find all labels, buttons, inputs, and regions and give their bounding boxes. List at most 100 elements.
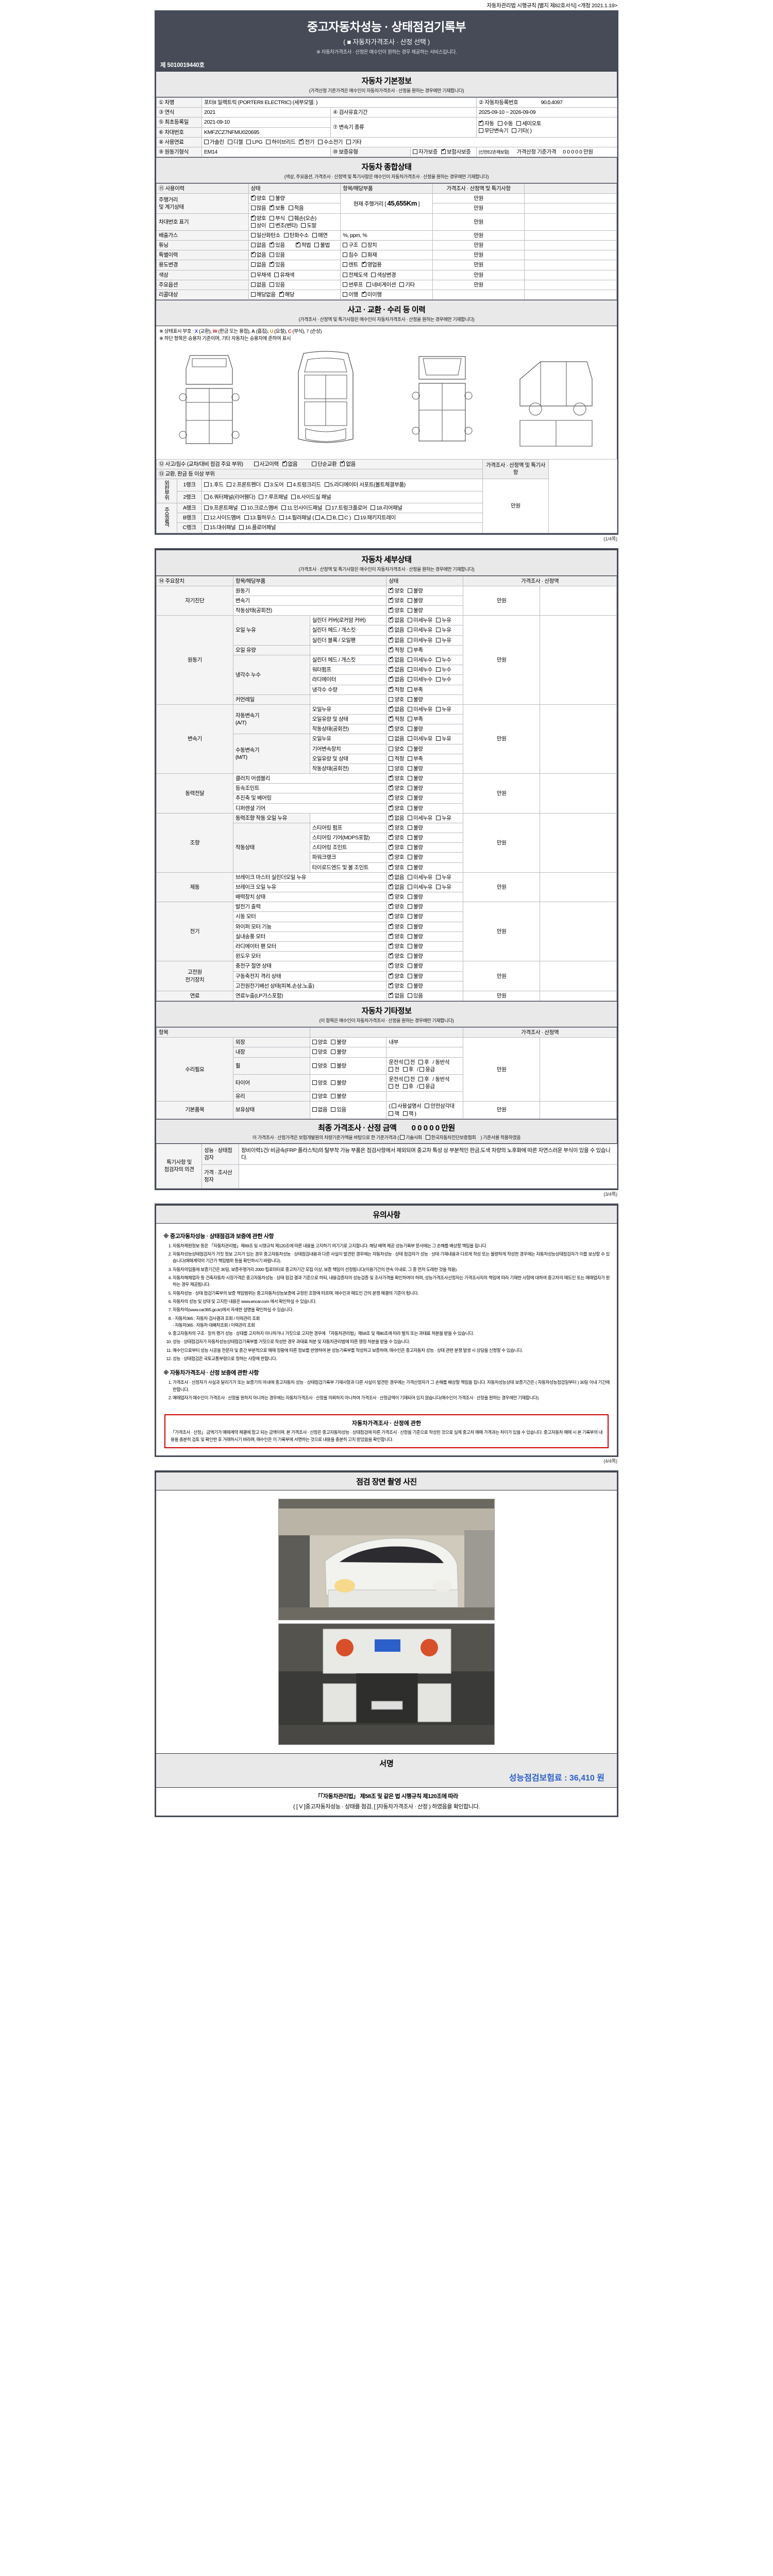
checkbox-icon[interactable] — [389, 804, 394, 810]
fuel-option[interactable]: 기타 — [346, 139, 362, 146]
rank-item[interactable]: 17.트렁크플로어 — [326, 504, 367, 512]
state-option[interactable]: 있음 — [270, 261, 285, 268]
checkbox-icon[interactable] — [241, 505, 246, 511]
checkbox-icon[interactable] — [315, 515, 320, 520]
checkbox-icon[interactable] — [400, 1134, 405, 1140]
checkbox-icon[interactable] — [408, 934, 413, 939]
checkbox-icon[interactable] — [389, 1111, 394, 1116]
state-option[interactable]: 해당없음 — [250, 291, 276, 298]
device-state[interactable]: 양호 불량 — [386, 961, 464, 972]
checkbox-icon[interactable] — [254, 461, 259, 466]
checkbox-icon[interactable] — [361, 243, 366, 248]
etc-position[interactable]: 내부 — [386, 1037, 464, 1048]
checkbox-icon[interactable] — [389, 853, 394, 860]
state-option[interactable]: 불량 — [331, 1048, 346, 1056]
checkbox-icon[interactable] — [389, 1084, 394, 1089]
overall-item-cell[interactable]: 전체도색 색상변경 — [340, 269, 433, 280]
position-option[interactable]: 후 — [402, 1066, 413, 1073]
state-option[interactable]: 불량 — [408, 893, 423, 901]
checkbox-icon[interactable] — [408, 993, 413, 998]
fuel-option[interactable]: 전기 — [299, 138, 314, 146]
checkbox-icon[interactable] — [239, 525, 244, 530]
checkbox-icon[interactable] — [204, 525, 209, 530]
checkbox-icon[interactable] — [479, 120, 484, 126]
state-option[interactable]: 무채색 — [250, 272, 271, 279]
checkbox-icon[interactable] — [404, 1076, 409, 1081]
checkbox-icon[interactable] — [244, 515, 249, 520]
state-option[interactable]: 양호 — [389, 745, 404, 753]
checkbox-icon[interactable] — [312, 1094, 317, 1099]
state-option[interactable]: 부족 — [408, 686, 423, 693]
checkbox-icon[interactable] — [408, 637, 413, 642]
checkbox-icon[interactable] — [402, 1111, 408, 1116]
checkbox-icon[interactable] — [389, 725, 394, 732]
checkbox-icon[interactable] — [389, 883, 394, 889]
checkbox-icon[interactable] — [389, 962, 394, 969]
checkbox-icon[interactable] — [204, 139, 209, 144]
device-state[interactable]: 양호 불량 — [386, 931, 464, 942]
rank-item[interactable]: 12.사이드멤버 — [204, 514, 241, 521]
state-option[interactable]: 없음 — [389, 992, 404, 999]
state-option[interactable]: 없음 — [389, 636, 404, 644]
overall-state-cell[interactable]: 없음 있음 — [248, 250, 341, 261]
checkbox-icon[interactable] — [287, 482, 292, 487]
state-option[interactable]: 적정 — [389, 715, 404, 723]
checkbox-icon[interactable] — [408, 726, 413, 732]
checkbox-icon[interactable] — [339, 515, 343, 520]
device-remark[interactable] — [540, 773, 617, 814]
state-option[interactable]: 불량 — [408, 933, 423, 940]
checkbox-icon[interactable] — [250, 243, 256, 248]
state-option[interactable]: 없음 — [389, 656, 404, 664]
checkbox-icon[interactable] — [436, 628, 441, 633]
state-option[interactable]: 불량 — [408, 982, 423, 990]
overall-state-cell[interactable]: 무채색 유채색 — [248, 269, 341, 280]
state-option[interactable]: 양호 — [312, 1093, 328, 1100]
checkbox-icon[interactable] — [389, 952, 394, 959]
checkbox-icon[interactable] — [389, 766, 394, 771]
state-option[interactable]: 부족 — [408, 755, 423, 762]
checkbox-icon[interactable] — [389, 597, 394, 603]
overall-item-cell[interactable]: 구조 장치 — [340, 240, 433, 251]
position-option[interactable]: 잭 ) — [402, 1110, 416, 1117]
checkbox-icon[interactable] — [436, 657, 441, 662]
device-state[interactable]: 양호 불량 — [386, 694, 464, 705]
state-option[interactable]: 불량 — [270, 195, 285, 202]
part-option[interactable]: 렌트 — [343, 261, 358, 268]
device-state[interactable]: 적정 부족 — [386, 684, 464, 695]
device-state[interactable]: 양호 불량 — [386, 833, 464, 843]
device-state[interactable]: 양호 불량 — [386, 724, 464, 735]
device-state[interactable]: 없음 미세누수 누수 — [386, 674, 464, 685]
checkbox-icon[interactable] — [408, 766, 413, 771]
state-option[interactable]: 불량 — [331, 1093, 346, 1100]
state-option[interactable]: 미세누유 — [408, 874, 432, 881]
state-option[interactable]: 불량 — [408, 903, 423, 910]
state-option[interactable]: 양호 — [389, 774, 404, 782]
device-state[interactable]: 양호 불량 — [386, 763, 464, 774]
checkbox-icon[interactable] — [404, 1059, 409, 1064]
overall-remark[interactable] — [524, 260, 617, 270]
state-option[interactable]: 불량 — [408, 597, 423, 604]
position-option[interactable]: 전 — [389, 1066, 399, 1073]
state-option[interactable]: 양호 — [389, 824, 404, 832]
fuel-option[interactable]: 디젤 — [227, 139, 243, 146]
checkbox-icon[interactable] — [288, 215, 293, 221]
state-option[interactable]: 미세누수 — [408, 676, 432, 683]
checkbox-icon[interactable] — [279, 515, 284, 520]
checkbox-icon[interactable] — [408, 924, 413, 929]
state-option[interactable]: 적음 — [288, 205, 304, 212]
rank-a-items[interactable]: 9.프론트패널 10.크로스멤버 11.인사이드패널 17.트렁크플로어 18.리어패널 — [201, 503, 483, 514]
checkbox-icon[interactable] — [389, 746, 394, 751]
state-option[interactable]: 누유 — [436, 626, 451, 634]
checkbox-icon[interactable] — [436, 677, 441, 682]
state-option[interactable]: 불량 — [331, 1039, 346, 1046]
overall-state-cell[interactable]: 없음 있음 — [248, 260, 341, 270]
checkbox-icon[interactable] — [250, 282, 256, 287]
part-option[interactable]: 썬루프 — [343, 281, 363, 289]
checkbox-icon[interactable] — [326, 505, 331, 511]
state-option[interactable]: 불량 — [408, 805, 423, 812]
fuel-option[interactable]: 수소전기 — [317, 139, 343, 146]
position-option[interactable]: 전 — [404, 1076, 415, 1083]
position-option[interactable]: 안전삼각대 — [425, 1103, 455, 1110]
checkbox-icon[interactable] — [399, 282, 405, 287]
state-option[interactable]: 양호 — [389, 587, 404, 595]
